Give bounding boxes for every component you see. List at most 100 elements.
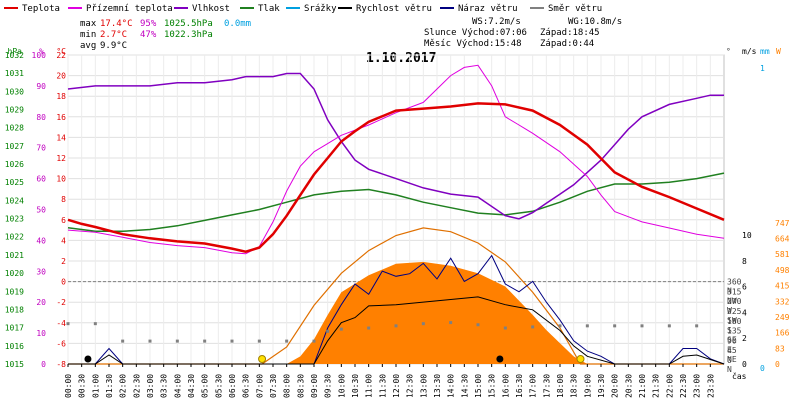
tick-pct: 20	[36, 298, 46, 307]
x-tick-label: 09:30	[324, 374, 333, 398]
tick-celsius: 14	[56, 133, 66, 142]
wind-dir-point	[326, 329, 330, 333]
tick-hpa: 1015	[5, 360, 24, 369]
sun-rise: Slunce Východ:07:06	[424, 28, 527, 38]
axis-label-direction: °	[726, 47, 731, 56]
tick-celsius: -4	[56, 319, 66, 328]
tick-direction-letter: W	[727, 306, 732, 315]
moonset-marker	[84, 355, 92, 363]
solar-radiation-area	[68, 261, 724, 364]
tick-celsius: 18	[56, 92, 66, 101]
info-block: WS:7.2m/s WG:10.8m/s Slunce Východ:07:06…	[424, 17, 622, 49]
moonrise-marker	[496, 355, 504, 363]
x-tick-label: 02:00	[119, 374, 128, 398]
tick-hpa: 1020	[5, 269, 24, 278]
tick-hpa: 1022	[5, 233, 24, 242]
tick-rain: 1	[760, 64, 765, 73]
axis-label-hpa: hPa	[8, 47, 23, 56]
x-tick-label: 18:30	[570, 374, 579, 398]
tick-wind: 0	[742, 360, 747, 369]
x-tick-label: 05:00	[201, 374, 210, 398]
tick-solar: 747	[775, 219, 790, 228]
wind-dir-point	[558, 324, 562, 328]
tick-direction-letter: NW	[727, 296, 737, 305]
x-tick-label: 23:30	[706, 374, 715, 398]
tick-pct: 40	[36, 236, 46, 245]
tick-solar: 581	[775, 250, 790, 259]
wind-dir-point	[394, 324, 398, 328]
tick-celsius: 6	[61, 216, 66, 225]
tick-pct: 0	[41, 360, 46, 369]
legend-label-feels_like: Přízemní teplota	[86, 4, 173, 14]
tick-pct: 100	[32, 51, 47, 60]
solar-max-line	[68, 227, 724, 365]
tick-direction: 270	[727, 297, 742, 306]
legend-label-humidity: Vlhkost	[192, 4, 230, 14]
legend-label-wind_speed: Rychlost větru	[356, 4, 432, 14]
tick-hpa: 1017	[5, 324, 24, 333]
tick-direction: 135	[727, 327, 742, 336]
tick-celsius: 2	[61, 257, 66, 266]
wind-dir-point	[175, 339, 179, 343]
series-temperature	[67, 102, 725, 253]
moon-rise: Měsíc Východ:15:48	[424, 39, 522, 49]
wind-dir-point	[285, 339, 289, 343]
x-tick-label: 01:00	[91, 374, 100, 398]
wind-dir-point	[121, 339, 125, 343]
wind-dir-point	[531, 325, 535, 329]
tick-celsius: 4	[61, 236, 66, 245]
tick-pct: 10	[36, 329, 46, 338]
tick-hpa: 1016	[5, 342, 24, 351]
tick-celsius: -6	[56, 339, 66, 348]
legend-label-precipitation: Srážky	[304, 4, 337, 14]
wind-dir-point	[203, 339, 207, 343]
x-tick-label: 11:30	[378, 374, 387, 398]
x-tick-label: 15:30	[488, 374, 497, 398]
x-tick-label: 21:30	[652, 374, 661, 398]
axis-label-wind: m/s	[742, 47, 757, 56]
tick-celsius: 0	[61, 278, 66, 287]
tick-direction: 45	[727, 346, 737, 355]
tick-hpa: 1028	[5, 124, 24, 133]
stat-min-label: min	[80, 30, 96, 40]
wind-dir-point	[339, 327, 343, 331]
tick-hpa: 1031	[5, 69, 24, 78]
wind-dir-point	[367, 326, 371, 330]
series-wind-speed	[68, 296, 725, 365]
stat-max-hum: 95%	[140, 19, 157, 29]
tick-direction: 225	[727, 307, 742, 316]
wind-dir-point	[257, 339, 261, 343]
x-tick-label: 16:00	[501, 374, 510, 398]
tick-rain: 0	[760, 364, 765, 373]
x-tick-label: 04:30	[187, 374, 196, 398]
stat-max-label: max	[80, 19, 97, 29]
legend-label-wind_gust: Náraz větru	[458, 4, 518, 14]
x-tick-label: 19:00	[583, 374, 592, 398]
axis-label-solar: W	[776, 47, 781, 56]
x-tick-label: 23:00	[693, 374, 702, 398]
legend-label-pressure: Tlak	[258, 4, 280, 14]
tick-wind: 2	[742, 334, 747, 343]
wind-dir-point	[93, 322, 97, 326]
tick-celsius: 16	[56, 113, 66, 122]
x-tick-label: 08:00	[283, 374, 292, 398]
legend-label-temperature: Teplota	[22, 4, 60, 14]
x-tick-label: 15:00	[474, 374, 483, 398]
x-tick-label: 00:30	[78, 374, 87, 398]
moon-set: Západ:0:44	[540, 39, 594, 49]
sunrise-marker	[258, 355, 267, 363]
tick-solar: 332	[775, 297, 790, 306]
tick-solar: 249	[775, 313, 790, 322]
tick-hpa: 1019	[5, 287, 24, 296]
wind-dir-point	[667, 324, 671, 328]
tick-celsius: 10	[56, 175, 66, 184]
stat-max-press: 1025.5hPa	[164, 19, 213, 29]
x-tick-label: 06:00	[228, 374, 237, 398]
wind-dir-point	[585, 324, 589, 328]
axis-label-rain: mm	[760, 47, 770, 56]
tick-solar: 664	[775, 235, 790, 244]
wind-dir-point	[449, 321, 453, 325]
x-tick-label: 03:30	[160, 374, 169, 398]
stat-min-press: 1022.3hPa	[164, 30, 213, 40]
axes: hPa% °C1015101610171018101910201021102210…	[5, 47, 790, 398]
